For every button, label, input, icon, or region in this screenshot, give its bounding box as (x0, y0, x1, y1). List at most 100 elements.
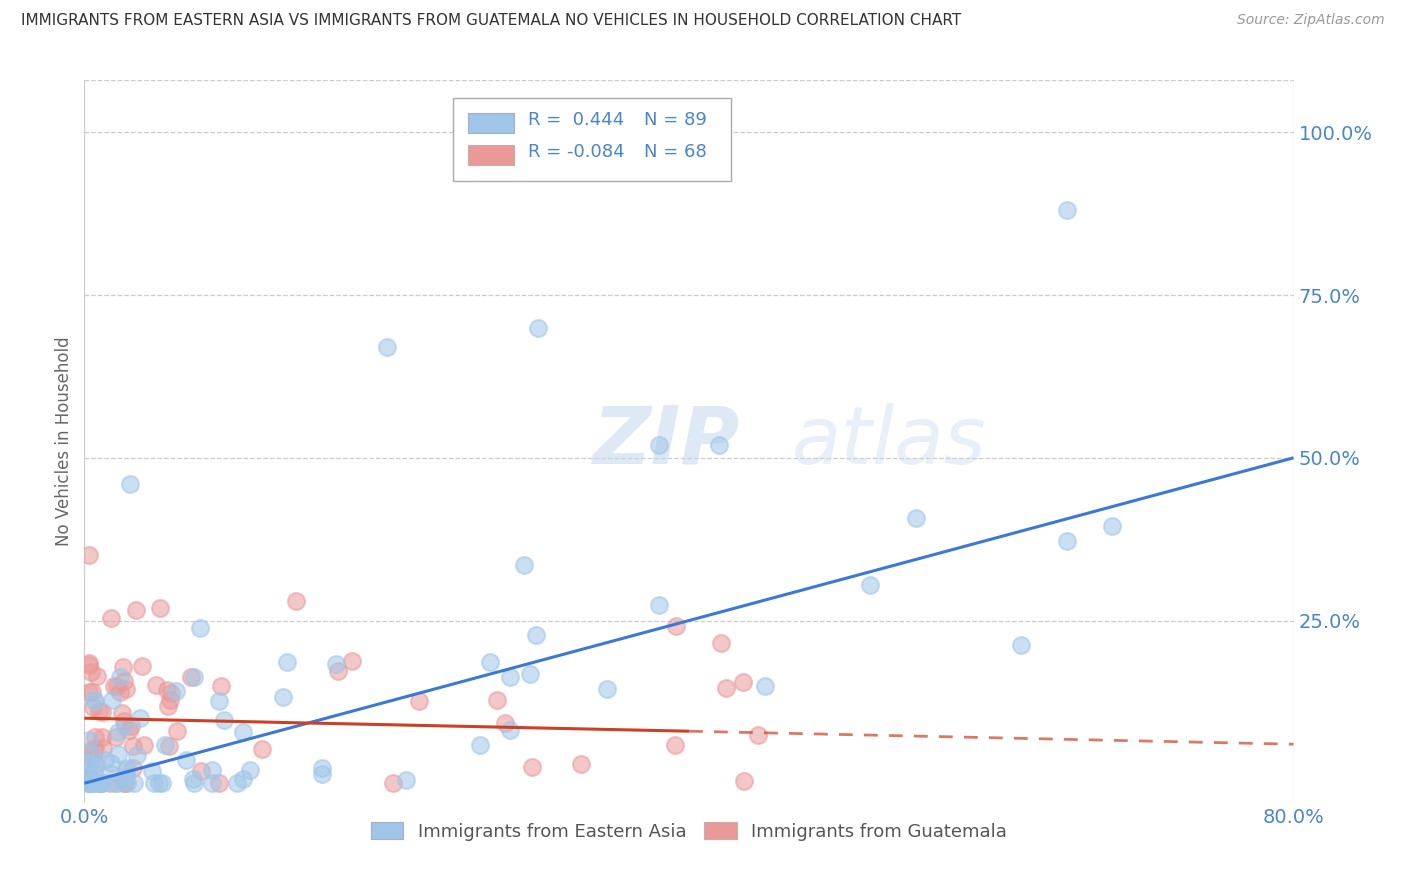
Point (89, 776, 111, 790)
Point (77, 732, 100, 747)
Point (710, 636, 733, 650)
Point (80, 685, 103, 699)
Point (110, 669, 132, 683)
Point (733, 773, 755, 788)
Point (98, 765, 121, 780)
Point (381, 776, 404, 790)
Point (77, 776, 100, 790)
Point (82, 776, 104, 790)
Point (747, 728, 769, 742)
Point (80, 665, 103, 679)
Point (311, 767, 333, 781)
Point (77, 776, 100, 790)
Point (80, 750, 103, 764)
Point (82, 747, 104, 762)
Point (114, 776, 136, 790)
Point (157, 699, 180, 714)
Point (232, 725, 254, 739)
Text: R = -0.084: R = -0.084 (529, 143, 624, 161)
Point (325, 657, 347, 672)
FancyBboxPatch shape (468, 112, 513, 133)
Point (200, 776, 222, 790)
Point (134, 739, 156, 753)
Point (176, 754, 198, 768)
Point (105, 680, 128, 694)
Point (157, 739, 180, 753)
Point (145, 677, 167, 691)
Point (122, 761, 145, 775)
FancyBboxPatch shape (453, 98, 731, 181)
Point (648, 438, 671, 452)
Point (648, 598, 671, 612)
Point (155, 739, 177, 753)
Point (90, 705, 112, 719)
Point (77, 776, 100, 790)
Point (326, 664, 349, 678)
Point (112, 673, 135, 688)
Point (94, 753, 117, 767)
Point (108, 685, 131, 699)
Point (859, 578, 882, 592)
Point (105, 776, 128, 790)
Point (208, 694, 231, 708)
Point (91, 776, 114, 790)
Point (100, 756, 122, 771)
Point (212, 713, 235, 727)
Point (121, 739, 143, 753)
Point (77, 758, 100, 772)
Text: R =  0.444: R = 0.444 (529, 111, 624, 129)
Point (114, 719, 136, 733)
Point (82, 699, 104, 714)
Point (183, 776, 205, 790)
Text: ZIP: ZIP (592, 402, 740, 481)
Point (77, 756, 100, 771)
Point (208, 776, 231, 790)
Point (152, 776, 174, 790)
Point (527, 320, 550, 334)
Point (84, 693, 107, 707)
Point (114, 764, 136, 778)
Point (165, 684, 187, 698)
Point (77, 657, 100, 671)
Point (498, 723, 520, 738)
Point (271, 690, 294, 704)
Point (311, 761, 333, 775)
Point (77, 549, 100, 563)
Point (115, 770, 138, 784)
Point (100, 610, 122, 624)
Y-axis label: No Vehicles in Household: No Vehicles in Household (55, 336, 73, 547)
Point (209, 679, 232, 693)
Text: atlas: atlas (792, 402, 987, 481)
Point (190, 764, 212, 778)
Point (1101, 519, 1123, 533)
Point (156, 683, 179, 698)
Point (91, 741, 114, 756)
Point (470, 738, 492, 752)
Point (665, 619, 688, 633)
Point (77, 776, 100, 790)
Point (114, 682, 136, 697)
Point (84, 740, 107, 755)
Point (83, 764, 105, 779)
Point (143, 776, 166, 790)
Point (519, 667, 541, 681)
Point (408, 694, 430, 708)
Point (181, 772, 204, 787)
Point (499, 670, 522, 684)
Point (131, 659, 153, 673)
Point (596, 681, 619, 696)
Point (340, 654, 363, 668)
Point (90, 776, 112, 790)
Point (232, 772, 254, 787)
Point (239, 764, 262, 778)
Point (159, 685, 181, 699)
Point (117, 761, 139, 775)
Point (395, 773, 418, 788)
Point (83, 692, 105, 706)
Point (714, 681, 737, 695)
Point (120, 719, 142, 733)
Point (125, 748, 148, 763)
Point (375, 340, 398, 354)
Point (90, 776, 112, 790)
Point (87, 776, 110, 790)
